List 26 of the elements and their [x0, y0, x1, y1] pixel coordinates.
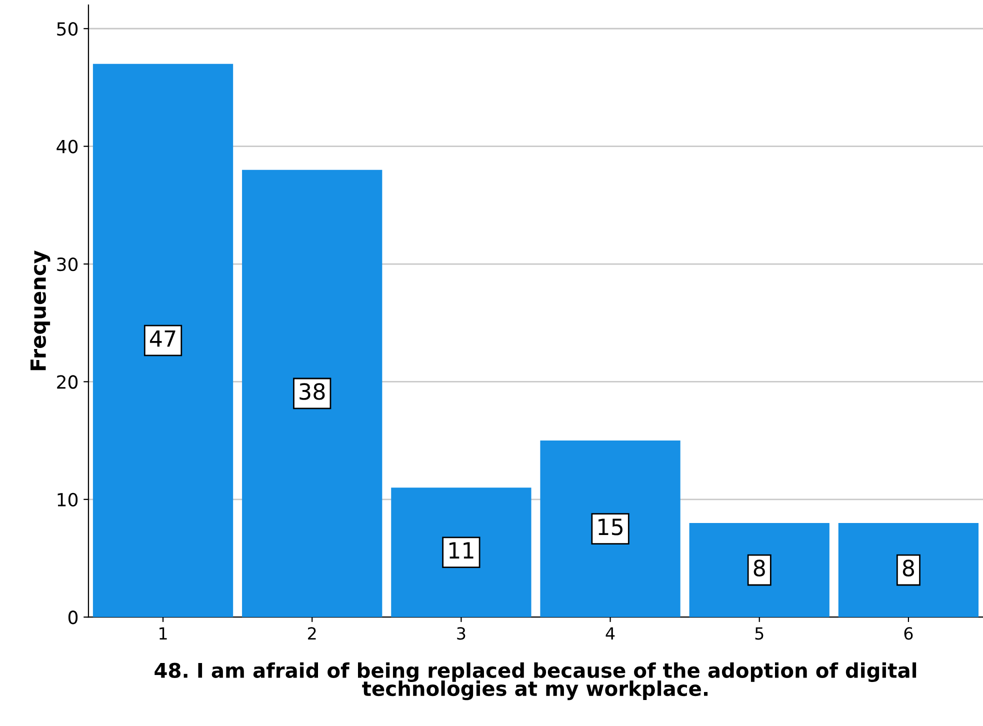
y-axis-title: Frequency	[30, 250, 50, 370]
data-label: 38	[300, 383, 325, 400]
bar	[92, 64, 234, 618]
x-tick-label: 6	[904, 627, 913, 640]
x-tick-label: 2	[308, 627, 316, 640]
x-tick-label: 3	[457, 627, 466, 640]
x-tick-label: 1	[160, 627, 167, 640]
y-tick-label: 0	[68, 610, 78, 624]
bar	[540, 440, 680, 618]
data-label: 8	[902, 560, 914, 576]
data-label: 15	[598, 518, 622, 536]
data-label: 11	[449, 542, 474, 558]
y-tick-label: 50	[57, 22, 78, 36]
y-tick-label: 30	[57, 257, 78, 272]
data-label: 47	[150, 330, 176, 347]
y-tick-label: 10	[58, 492, 78, 507]
bar	[391, 488, 532, 618]
bar	[838, 522, 979, 618]
x-tick-label: 4	[606, 627, 615, 640]
y-tick-label: 20	[57, 375, 78, 389]
x-axis-title: 48. I am afraid of being replaced because of the adoption of digital technologies at my workplace.	[154, 662, 916, 700]
y-tick-label: 40	[56, 140, 78, 154]
data-label: 8	[754, 560, 765, 576]
x-tick-label: 5	[755, 627, 764, 640]
bar	[689, 522, 830, 618]
bar	[242, 170, 382, 618]
